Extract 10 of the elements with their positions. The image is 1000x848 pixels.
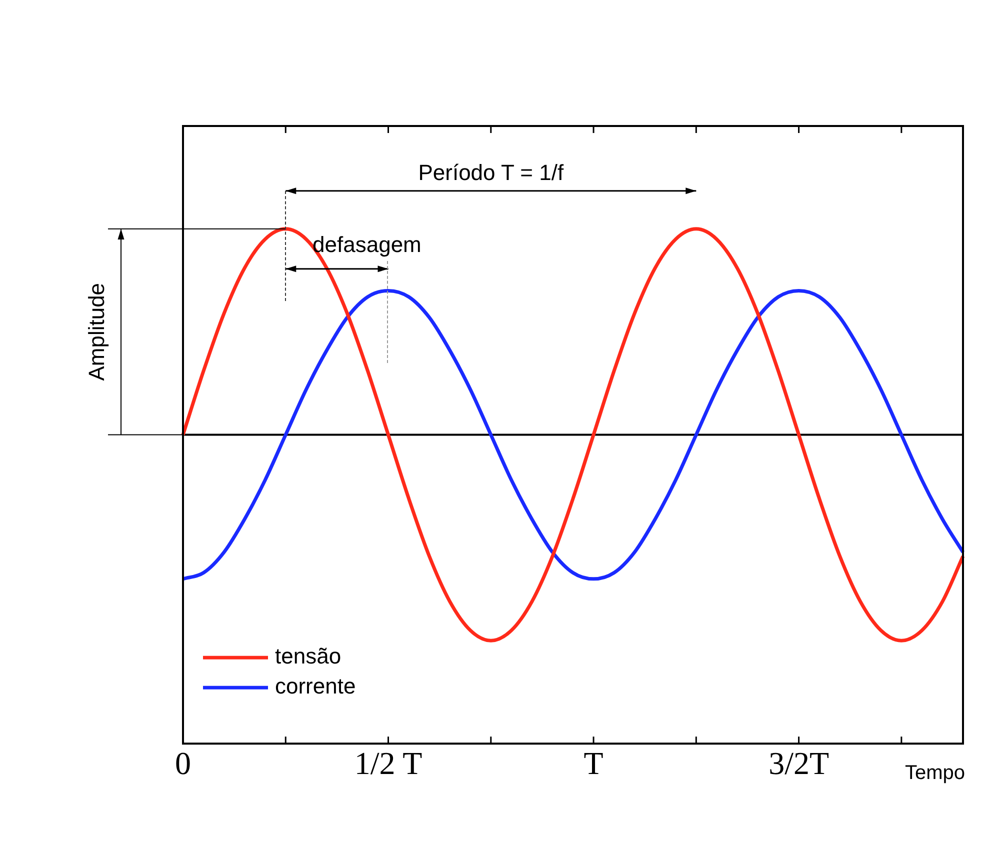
- text: Período T = 1/f: [418, 160, 564, 185]
- x-axis-title: Tempo: [904, 762, 965, 784]
- x-tick-label: 0: [175, 745, 191, 782]
- annotation: defasagem: [312, 232, 422, 257]
- x-tick-label: T: [584, 745, 604, 782]
- y-axis-title: Amplitude: [84, 282, 110, 381]
- x-tick-label: 1/2 T: [354, 745, 423, 782]
- x-tick-label: 3/2T: [768, 745, 830, 782]
- legend-label: corrente: [275, 674, 356, 699]
- legend-label: tensão: [275, 644, 342, 669]
